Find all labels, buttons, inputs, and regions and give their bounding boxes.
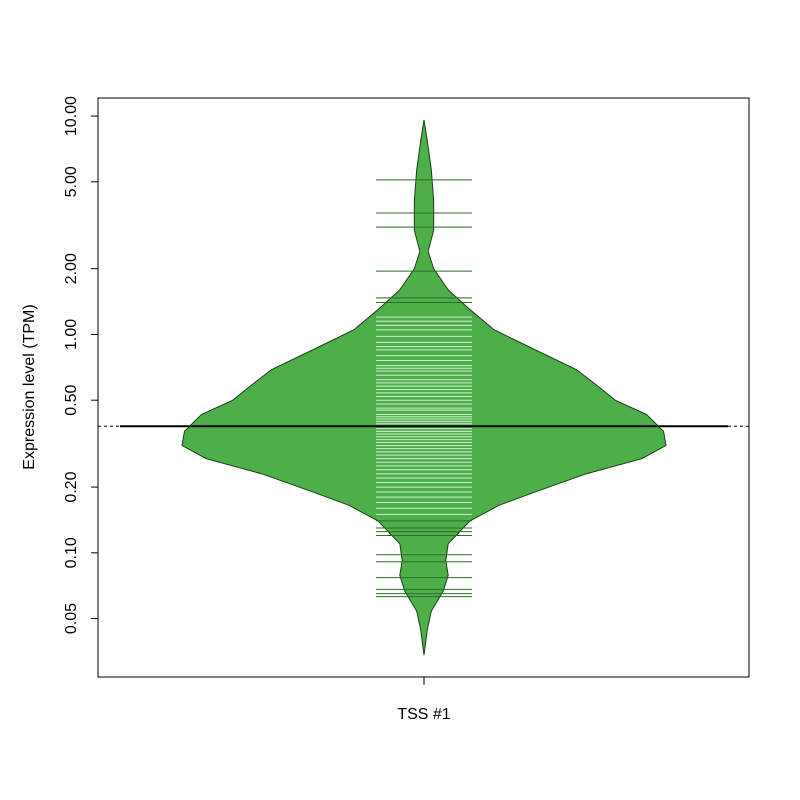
y-tick-label: 0.05 — [63, 603, 80, 634]
bean-half — [423, 119, 667, 656]
y-tick-label: 0.20 — [63, 471, 80, 502]
y-tick-label: 10.00 — [63, 96, 80, 136]
y-tick-label: 0.10 — [63, 537, 80, 568]
x-tick-label: TSS #1 — [397, 706, 450, 723]
y-tick-label: 2.00 — [63, 253, 80, 284]
y-tick-label: 1.00 — [63, 319, 80, 350]
bean-half — [181, 119, 425, 656]
y-tick-label: 0.50 — [63, 385, 80, 416]
y-tick-label: 5.00 — [63, 166, 80, 197]
y-axis-label: Expression level (TPM) — [21, 304, 38, 469]
